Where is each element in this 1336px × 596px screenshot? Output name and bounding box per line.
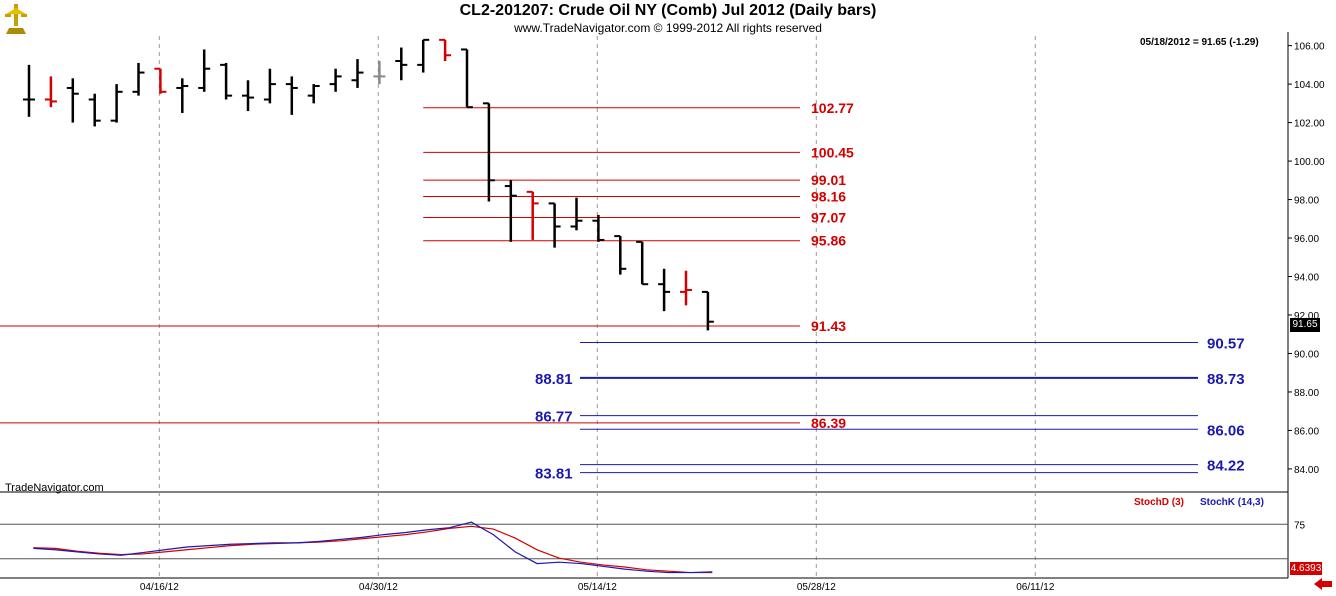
price-tick-label: 92.00 [1294, 311, 1319, 322]
date-tick-label: 04/16/12 [140, 582, 179, 593]
blue-level-label-left: 83.81 [535, 466, 573, 483]
red-level-label: 95.86 [811, 233, 846, 249]
brand-watermark: TradeNavigator.com [5, 482, 104, 494]
stoch-k-line [33, 521, 713, 574]
chart-title: CL2-201207: Crude Oil NY (Comb) Jul 2012… [459, 2, 877, 19]
price-tick-label: 86.00 [1294, 426, 1319, 437]
blue-level-label-left: 86.77 [535, 409, 573, 426]
blue-level-label-right: 88.73 [1207, 371, 1245, 388]
last-quote: 05/18/2012 = 91.65 (-1.29) [1140, 37, 1259, 48]
app-logo-icon[interactable] [3, 2, 29, 41]
red-level-label: 86.39 [811, 415, 846, 431]
stochastic-panel: 75 [0, 520, 1306, 574]
stoch-value-marker: 4.6393 [1290, 562, 1322, 575]
red-level-label: 97.07 [811, 209, 846, 225]
price-tick-label: 102.00 [1294, 119, 1325, 130]
date-tick-label: 05/14/12 [578, 582, 617, 593]
price-tick-label: 94.00 [1294, 273, 1319, 284]
date-tick-label: 06/11/12 [1016, 582, 1055, 593]
price-tick-label: 100.00 [1294, 157, 1325, 168]
blue-level-label-right: 84.22 [1207, 458, 1245, 475]
red-level-label: 100.45 [811, 144, 854, 160]
last-price-marker: 91.65 [1290, 318, 1320, 332]
grid-lines [0, 32, 1289, 579]
stoch-tick-label: 75 [1294, 520, 1306, 531]
price-tick-label: 106.00 [1294, 42, 1325, 53]
price-tick-label: 84.00 [1294, 465, 1319, 476]
red-level-label: 102.77 [811, 100, 854, 116]
price-tick-label: 96.00 [1294, 234, 1319, 245]
price-tick-label: 90.00 [1294, 349, 1319, 360]
copyright-text: www.TradeNavigator.com © 1999-2012 All r… [514, 21, 822, 35]
red-level-label: 98.16 [811, 188, 846, 204]
scroll-left-arrow-icon[interactable] [1312, 577, 1334, 591]
red-level-label: 91.43 [811, 318, 846, 334]
price-tick-label: 104.00 [1294, 80, 1325, 91]
date-tick-label: 05/28/12 [797, 582, 836, 593]
date-axis: 04/16/12 04/30/12 05/14/12 05/28/12 06/11/12 [140, 582, 1055, 593]
date-tick-label: 04/30/12 [359, 582, 398, 593]
price-tick-label: 98.00 [1294, 196, 1319, 207]
red-level-label: 99.01 [811, 172, 846, 188]
price-bars [23, 38, 714, 331]
stoch-d-legend[interactable]: StochD (3) [1134, 497, 1184, 508]
blue-level-label-right: 86.06 [1207, 422, 1245, 439]
blue-level-label-left: 88.81 [535, 371, 573, 388]
stoch-k-legend[interactable]: StochK (14,3) [1200, 497, 1264, 508]
stoch-d-line [33, 525, 713, 574]
price-tick-label: 88.00 [1294, 388, 1319, 399]
blue-level-label-right: 90.57 [1207, 336, 1245, 353]
price-axis: 84.00 86.00 88.00 90.00 92.00 94.00 96.00 98.00… [1288, 42, 1325, 476]
